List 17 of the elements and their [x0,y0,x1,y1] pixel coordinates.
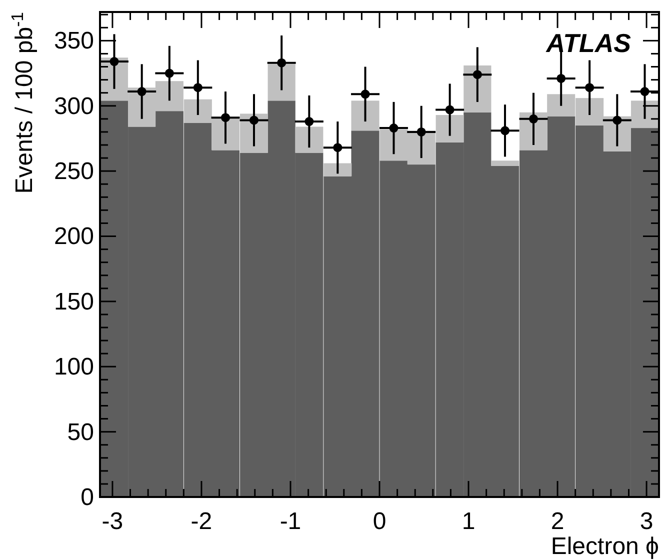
x-axis-title: Electron ϕ [550,533,659,560]
x-tick-label: 2 [550,508,564,535]
x-tick-label: 1 [462,508,476,535]
y-tick-label: 300 [54,92,94,120]
x-tick-label: -3 [102,508,124,535]
y-tick-label: 0 [80,484,94,511]
y-tick-label: 250 [54,158,94,186]
y-tick-label: 200 [54,223,94,250]
y-tick-label: 350 [54,28,94,55]
x-tick-label: -2 [190,508,212,535]
y-tick-label: 150 [54,288,94,316]
y-tick-label: 100 [54,354,94,381]
x-tick-label: 0 [372,508,386,535]
x-tick-label: -1 [280,508,302,535]
annotation: ATLAS [545,28,632,58]
y-tick-label: 50 [67,418,94,446]
x-tick-label: 3 [640,508,654,535]
